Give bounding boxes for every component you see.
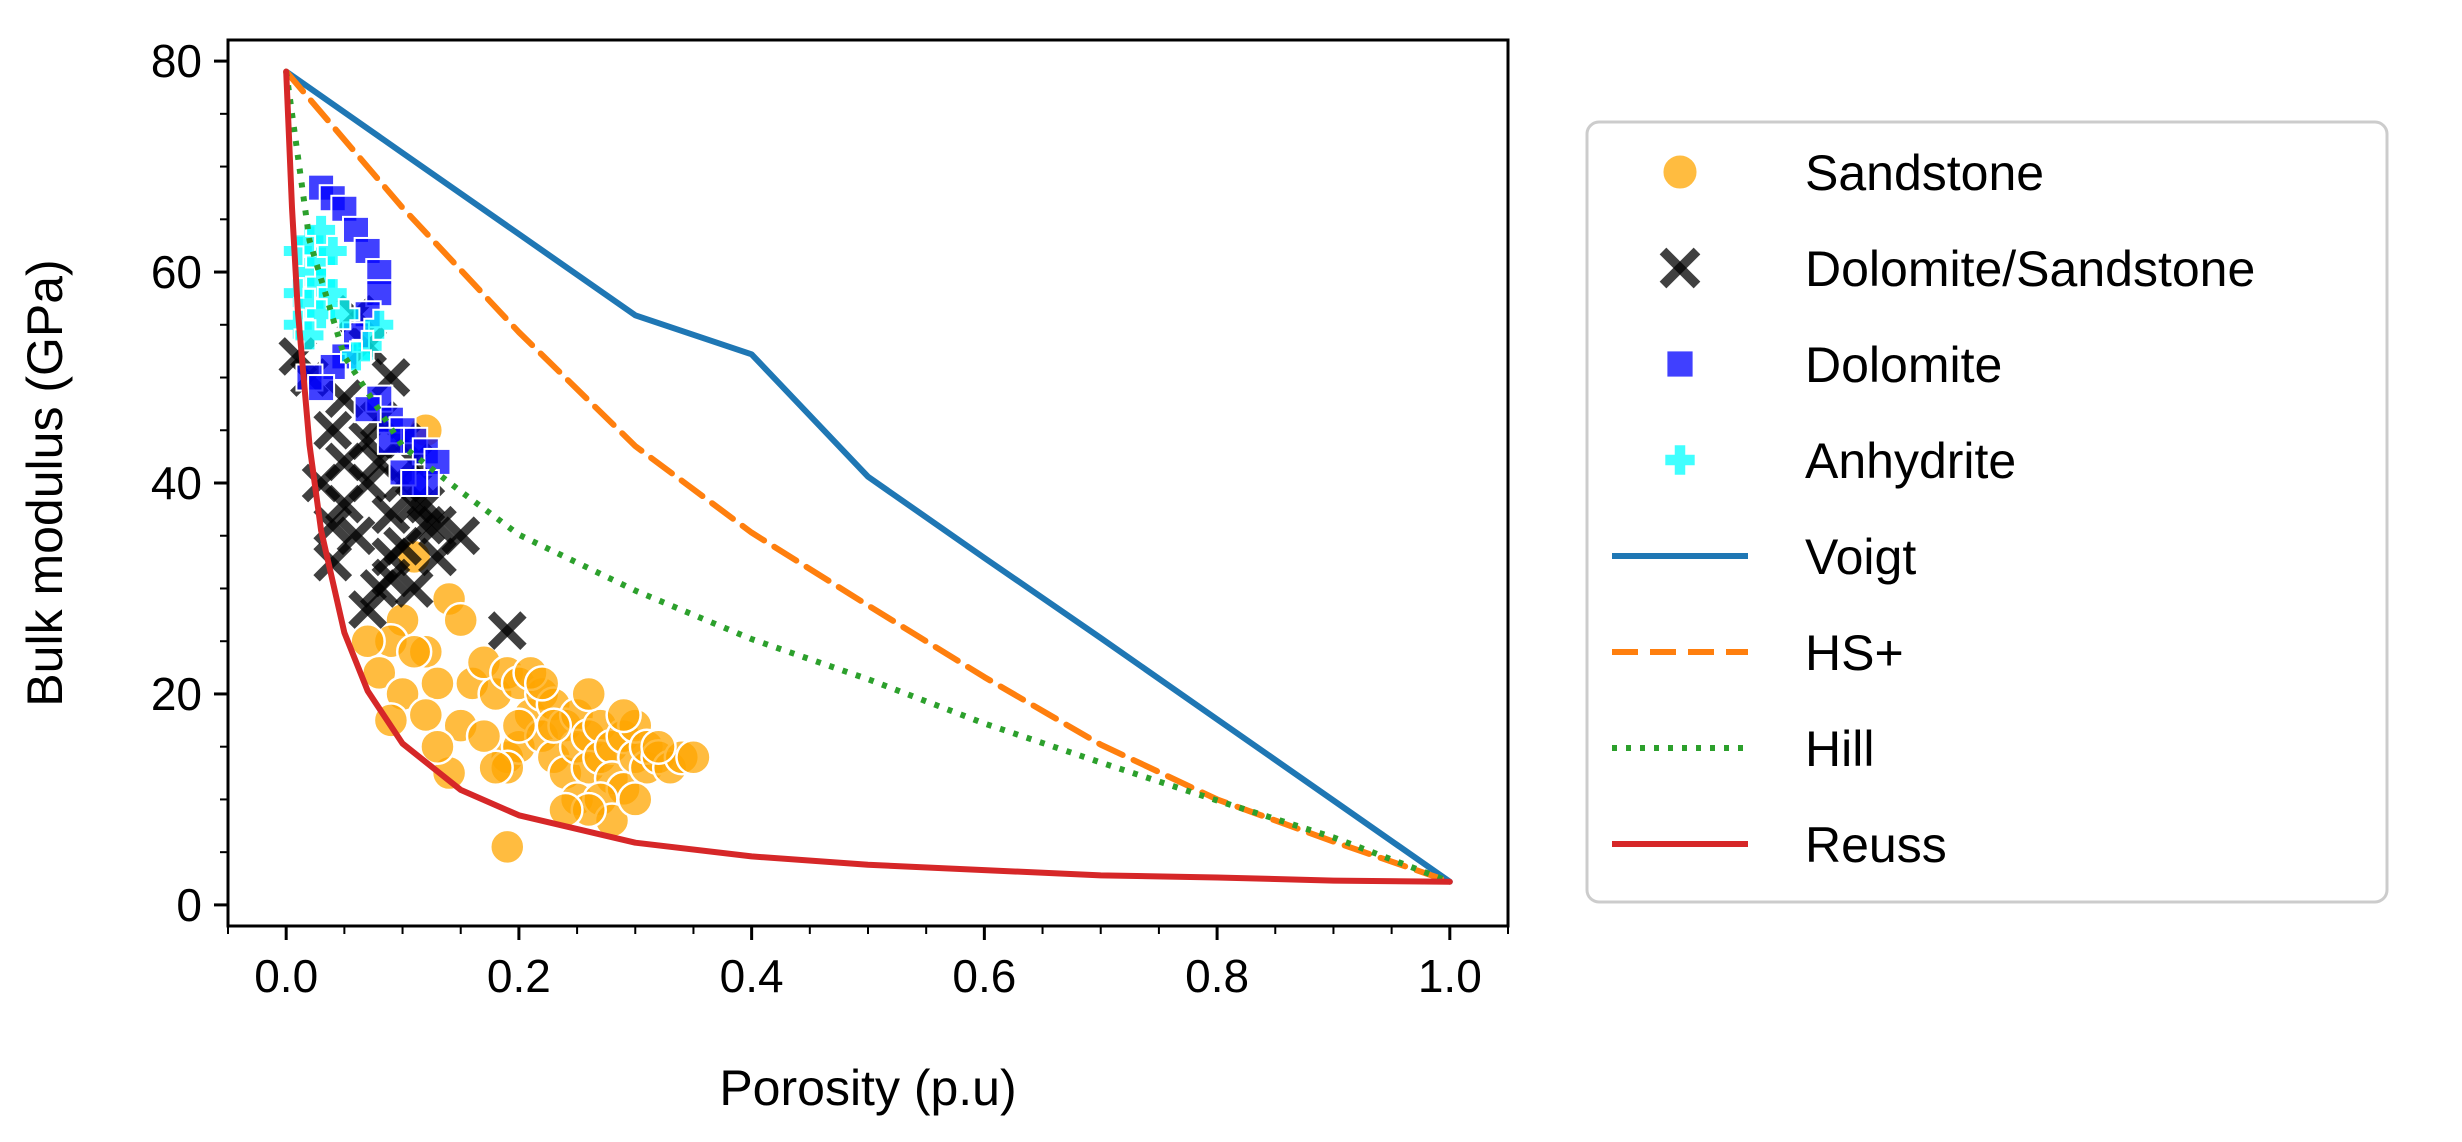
legend-label: HS+ [1805, 625, 1904, 681]
data-point [489, 828, 526, 866]
data-point [313, 410, 353, 450]
legend: Sandstone Dolomite/Sandstone Dolomite Anhyd… [1585, 120, 2389, 904]
data-point [406, 505, 446, 545]
y-tick-label: 0 [176, 879, 202, 931]
line-voigt [283, 68, 1453, 885]
y-tick-label: 80 [151, 35, 202, 87]
data-point [570, 675, 607, 713]
data-point [675, 738, 712, 776]
legend-item-sandstone: Sandstone [1660, 145, 2044, 201]
data-point [307, 374, 336, 403]
legend-label: Dolomite [1805, 337, 2002, 393]
y-tick-label: 40 [151, 457, 202, 509]
data-point [394, 569, 434, 608]
data-point [348, 590, 388, 629]
line-reuss [283, 68, 1453, 885]
data-point [371, 537, 411, 577]
series-dolomite-sandstone [278, 294, 527, 651]
y-tick-label: 20 [151, 668, 202, 720]
data-point [487, 611, 527, 651]
data-point [465, 717, 503, 755]
line-hill [283, 71, 1451, 885]
data-point [535, 707, 573, 744]
legend-item-anhydrite: Anhydrite [1663, 433, 2016, 489]
legend-label: Voigt [1805, 529, 1916, 585]
x-tick-label: 0.6 [952, 950, 1016, 1002]
data-point [640, 728, 677, 765]
x-axis-title: Porosity (p.u) [719, 1060, 1016, 1116]
data-point [348, 421, 388, 461]
legend-label: Sandstone [1805, 145, 2044, 201]
legend-swatch [1660, 152, 1700, 192]
data-point [419, 728, 456, 765]
data-point [500, 707, 538, 744]
legend-label: Dolomite/Sandstone [1805, 241, 2255, 297]
legend-frame [1585, 120, 2389, 904]
data-point [605, 696, 642, 734]
series-sandstone [349, 412, 712, 866]
y-tick-label: 60 [151, 246, 202, 298]
data-point [400, 469, 429, 497]
data-point [376, 426, 405, 455]
x-tick-label: 0.4 [720, 950, 784, 1002]
y-axis-title: Bulk modulus (GPa) [17, 259, 73, 706]
data-point [336, 516, 376, 556]
legend-label: Reuss [1805, 817, 1947, 873]
data-point [418, 537, 457, 577]
legend-swatch [1663, 443, 1697, 477]
x-tick-label: 0.2 [487, 950, 551, 1002]
data-point [293, 319, 326, 352]
legend-item-hs-: HS+ [1612, 625, 1904, 681]
legend-label: Hill [1805, 721, 1874, 777]
data-point [348, 463, 388, 503]
series-dolomite [295, 173, 452, 497]
data-point [305, 213, 338, 246]
x-tick-label: 0.0 [254, 950, 318, 1002]
data-point [359, 569, 399, 608]
data-point [371, 495, 411, 535]
legend-item-voigt: Voigt [1612, 529, 1916, 585]
data-point [477, 749, 514, 787]
legend-item-dolomite: Dolomite [1665, 337, 2002, 393]
legend-swatch [1659, 247, 1701, 289]
x-tick-label: 1.0 [1418, 950, 1482, 1002]
data-point [419, 665, 456, 702]
data-point [363, 308, 396, 341]
legend-item-dolomite-sandstone: Dolomite/Sandstone [1659, 241, 2255, 297]
data-point [617, 781, 654, 818]
legend-label: Anhydrite [1805, 433, 2016, 489]
legend-item-hill: Hill [1612, 721, 1874, 777]
data-point [407, 696, 445, 734]
data-point [523, 665, 561, 702]
data-point [442, 601, 479, 639]
data-point [395, 633, 433, 671]
legend-item-reuss: Reuss [1612, 817, 1947, 873]
x-tick-label: 0.8 [1185, 950, 1249, 1002]
data-point [316, 277, 349, 310]
data-point [324, 379, 364, 418]
legend-swatch [1665, 349, 1695, 379]
y-axis: 0 20 40 60 80 [151, 35, 228, 931]
x-axis: 0.0 0.2 0.4 0.6 0.8 1.0 [227, 926, 1509, 1002]
